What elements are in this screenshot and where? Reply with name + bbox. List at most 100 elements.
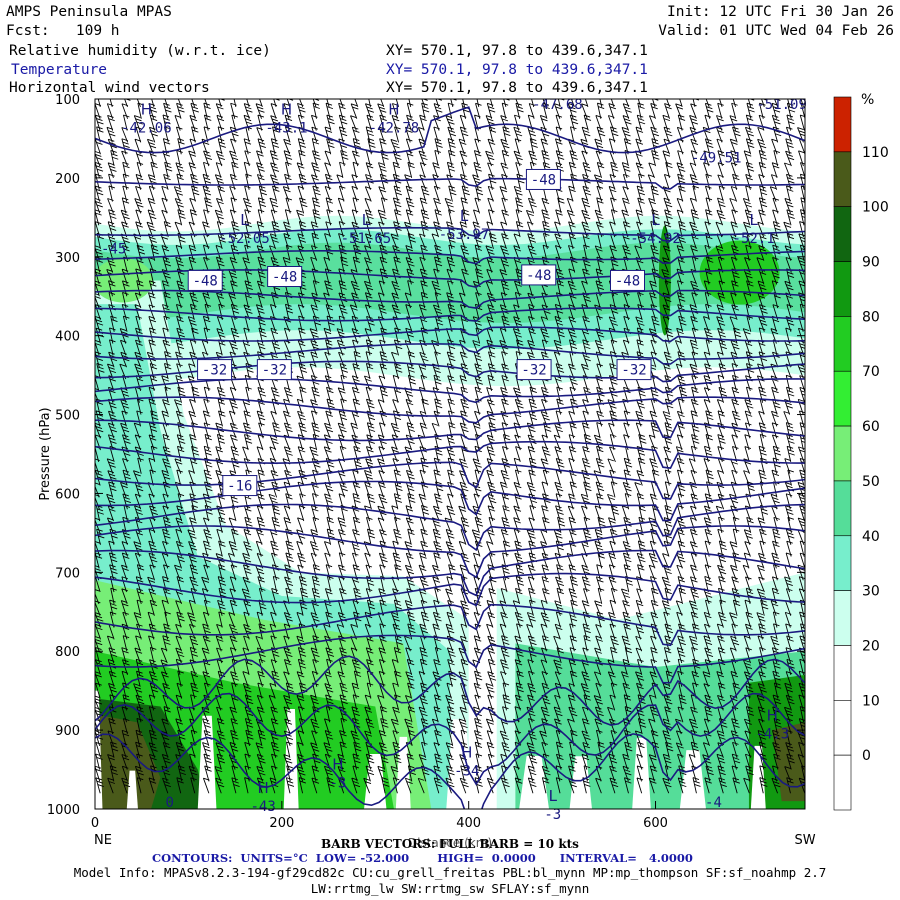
barb-feather <box>97 429 104 433</box>
wind-barb-112 <box>108 718 116 735</box>
barb-feather <box>122 197 129 201</box>
barb-feather <box>95 283 102 287</box>
barb-feather <box>108 173 115 177</box>
barb-staff <box>95 505 101 522</box>
barb-feather <box>95 482 100 485</box>
wind-barb-114 <box>110 741 119 758</box>
barb-feather <box>134 686 141 690</box>
barb-staff <box>108 352 115 368</box>
barb-feather <box>95 293 100 296</box>
barb-feather <box>109 378 116 382</box>
barb-feather <box>95 695 100 698</box>
barb-feather <box>108 260 115 264</box>
barb-feather <box>111 571 118 574</box>
barb-feather <box>136 733 143 737</box>
barb-feather <box>136 280 143 284</box>
barb-staff <box>110 150 115 167</box>
barb-feather <box>112 156 119 160</box>
barb-staff <box>95 392 100 403</box>
barb-staff <box>95 351 100 368</box>
wind-barb-145 <box>121 410 128 427</box>
barb-feather <box>122 213 129 216</box>
wind-barb-206 <box>134 434 142 451</box>
barb-feather <box>150 118 158 121</box>
barb-feather <box>107 730 115 734</box>
barb-feather <box>107 777 114 781</box>
barb-feather <box>95 769 103 772</box>
wind-barb-208 <box>137 457 144 474</box>
barb-feather <box>108 422 115 426</box>
barb-staff <box>136 162 142 179</box>
barb-feather <box>108 481 115 485</box>
barb-feather <box>108 91 114 93</box>
barb-staff <box>136 777 142 794</box>
barb-feather <box>135 339 142 343</box>
barb-feather <box>95 623 102 627</box>
barb-staff <box>134 387 140 403</box>
barb-feather <box>138 567 145 571</box>
barb-feather <box>135 221 142 225</box>
wind-barb-245 <box>147 197 156 214</box>
barb-feather <box>109 283 116 287</box>
barb-feather <box>95 555 103 559</box>
barb-staff <box>149 127 156 143</box>
barb-feather <box>122 635 130 639</box>
barb-feather <box>164 95 170 97</box>
barb-feather <box>109 426 116 429</box>
barb-feather <box>135 493 142 497</box>
wind-barb-175 <box>121 765 129 782</box>
barb-staff <box>107 754 114 770</box>
wind-barb-220 <box>136 599 144 616</box>
barb-feather <box>96 473 103 477</box>
barb-feather <box>97 784 104 787</box>
barb-feather <box>96 157 103 161</box>
barb-feather <box>367 91 373 93</box>
barb-feather <box>109 370 117 374</box>
barb-feather <box>109 133 116 137</box>
wind-barb-159 <box>121 576 128 593</box>
barb-feather <box>98 535 105 539</box>
barb-staff <box>134 446 142 463</box>
barb-feather <box>95 568 101 571</box>
barb-staff <box>109 339 114 356</box>
barb-feather <box>110 429 117 433</box>
barb-feather <box>96 327 103 331</box>
barb-feather <box>122 236 129 240</box>
barb-feather <box>95 701 103 705</box>
barb-feather <box>122 611 129 615</box>
barb-feather <box>136 343 143 346</box>
barb-feather <box>95 753 102 757</box>
barb-feather <box>124 441 131 444</box>
barb-feather <box>121 541 129 544</box>
barb-feather <box>95 319 103 323</box>
wind-barb-63 <box>107 138 117 155</box>
barb-feather <box>108 473 116 477</box>
barb-feather <box>136 370 144 374</box>
wind-barb-211 <box>134 493 142 510</box>
barb-feather <box>150 109 158 113</box>
barb-feather <box>110 216 117 219</box>
barb-feather <box>135 118 142 122</box>
barb-feather <box>95 388 99 391</box>
barb-feather <box>122 429 130 433</box>
barb-feather <box>122 659 129 663</box>
barb-feather <box>95 212 102 216</box>
barb-staff <box>147 198 154 214</box>
barb-feather <box>121 623 129 627</box>
barb-feather <box>95 682 102 686</box>
barb-feather <box>109 662 116 666</box>
barb-feather <box>108 221 115 225</box>
barb-feather <box>109 402 116 406</box>
barb-staff <box>150 162 156 178</box>
wind-barb-147 <box>122 434 131 451</box>
wind-barb-45 <box>95 623 103 640</box>
barb-staff <box>96 233 101 249</box>
barb-feather <box>95 671 101 675</box>
barb-feather <box>108 461 115 465</box>
wind-barb-127 <box>121 197 130 214</box>
barb-feather <box>137 204 144 208</box>
barb-staff <box>96 363 101 380</box>
barb-feather <box>108 130 115 134</box>
barb-feather <box>123 145 130 148</box>
